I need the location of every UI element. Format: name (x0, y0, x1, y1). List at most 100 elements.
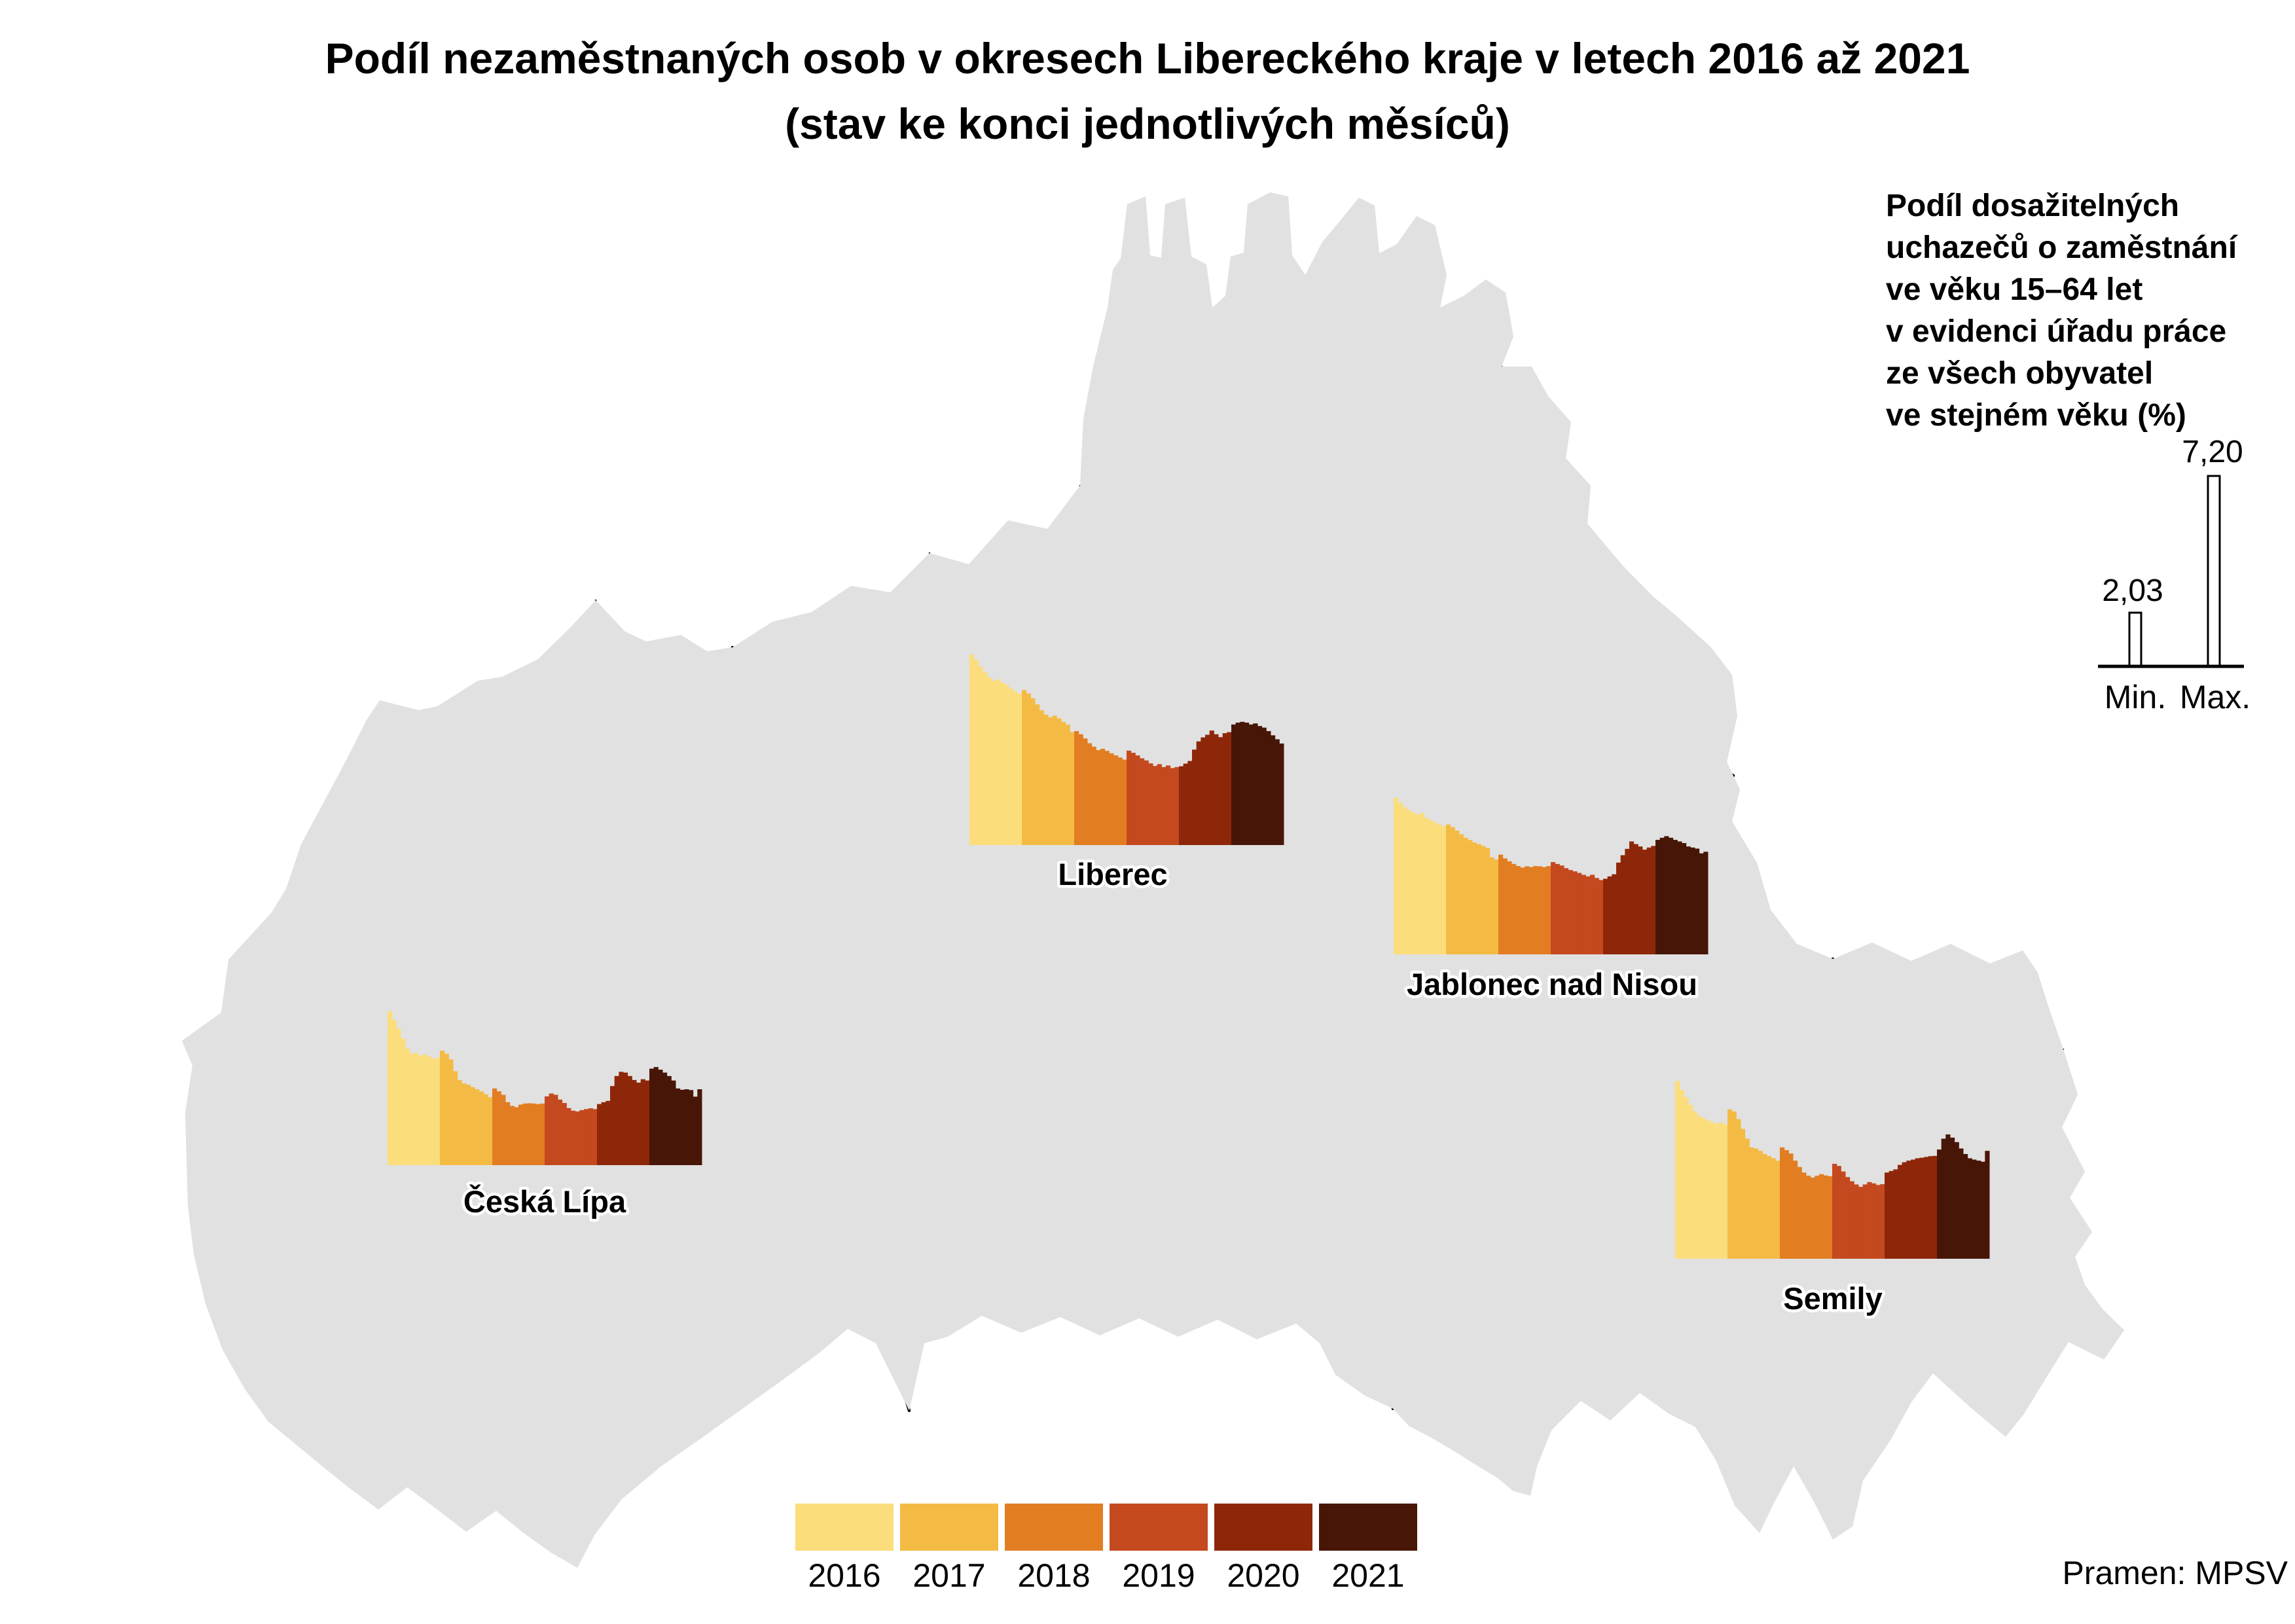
bar-liberec-39 (1135, 755, 1140, 845)
bar-semily-69 (1972, 1159, 1977, 1259)
bar-semily-15 (1736, 1119, 1741, 1259)
bar-jablonec-71 (1699, 853, 1704, 954)
bar-jablonec-20 (1476, 844, 1481, 954)
bar-liberec-18 (1043, 714, 1049, 845)
bar-ceska-lipa-5 (405, 1048, 410, 1165)
bar-liberec-36 (1122, 759, 1127, 845)
bar-ceska-lipa-29 (509, 1106, 515, 1165)
bar-jablonec-40 (1564, 868, 1569, 954)
bar-semily-21 (1762, 1154, 1767, 1259)
bar-jablonec-39 (1559, 865, 1564, 954)
bar-liberec-65 (1248, 724, 1254, 845)
bar-ceska-lipa-30 (514, 1107, 519, 1165)
note-line-3: ve věku 15–64 let (1886, 272, 2142, 307)
bar-jablonec-47 (1594, 878, 1599, 954)
bar-liberec-8 (1000, 682, 1005, 845)
bar-semily-70 (1976, 1161, 1981, 1259)
bar-semily-29 (1797, 1166, 1802, 1259)
bar-jablonec-42 (1572, 871, 1578, 954)
bar-liberec-37 (1127, 750, 1132, 845)
scale-legend: 2,03 7,20 Min. Max. (2098, 435, 2250, 715)
bar-jablonec-22 (1485, 848, 1491, 954)
bar-semily-49 (1885, 1172, 1890, 1259)
bar-semily-5 (1692, 1111, 1697, 1259)
bar-jablonec-29 (1515, 866, 1521, 954)
bar-liberec-11 (1013, 691, 1018, 845)
bar-jablonec-69 (1690, 847, 1695, 954)
bar-semily-26 (1784, 1149, 1789, 1259)
bar-semily-22 (1767, 1156, 1772, 1259)
bar-liberec-4 (983, 672, 988, 845)
bar-ceska-lipa-51 (605, 1100, 611, 1165)
bar-semily-23 (1771, 1158, 1776, 1259)
bar-ceska-lipa-19 (466, 1085, 471, 1165)
year-label-2020: 2020 (1227, 1557, 1299, 1594)
bar-semily-9 (1710, 1122, 1715, 1259)
bar-liberec-66 (1253, 723, 1258, 845)
bar-semily-32 (1810, 1177, 1815, 1259)
bar-liberec-29 (1091, 746, 1096, 845)
bar-jablonec-32 (1528, 867, 1534, 954)
bar-liberec-67 (1257, 726, 1263, 845)
bar-ceska-lipa-46 (584, 1109, 589, 1165)
scale-min-label: Min. (2105, 679, 2166, 715)
bar-semily-64 (1950, 1137, 1955, 1259)
bar-semily-11 (1718, 1122, 1724, 1259)
bar-ceska-lipa-59 (640, 1079, 645, 1165)
bar-jablonec-7 (1420, 813, 1425, 954)
bar-ceska-lipa-42 (566, 1108, 571, 1165)
bar-ceska-lipa-18 (461, 1083, 467, 1165)
bar-semily-40 (1845, 1177, 1851, 1259)
bar-liberec-31 (1100, 748, 1106, 845)
bar-ceska-lipa-68 (679, 1089, 685, 1165)
bar-ceska-lipa-9 (422, 1054, 427, 1165)
bar-liberec-32 (1104, 751, 1110, 845)
district-label-semily: Semily (1783, 1281, 1883, 1316)
bar-jablonec-8 (1424, 818, 1429, 954)
bar-jablonec-11 (1437, 824, 1442, 954)
bar-ceska-lipa-49 (597, 1104, 602, 1165)
bar-jablonec-1 (1394, 797, 1399, 954)
bar-liberec-55 (1205, 734, 1210, 845)
bar-ceska-lipa-22 (479, 1091, 484, 1165)
bar-semily-28 (1793, 1161, 1798, 1259)
bar-jablonec-21 (1481, 846, 1486, 954)
bar-semily-55 (1911, 1159, 1916, 1259)
bar-ceska-lipa-43 (571, 1110, 576, 1165)
bar-liberec-53 (1196, 741, 1201, 845)
bar-liberec-42 (1148, 763, 1153, 845)
bar-semily-63 (1945, 1134, 1951, 1259)
bar-ceska-lipa-50 (601, 1102, 606, 1165)
year-swatch-2016 (795, 1504, 894, 1551)
bar-jablonec-26 (1502, 858, 1508, 954)
bar-ceska-lipa-45 (579, 1110, 585, 1165)
bar-ceska-lipa-2 (391, 1020, 397, 1165)
year-label-2016: 2016 (808, 1557, 880, 1594)
bar-liberec-19 (1048, 717, 1053, 845)
bar-ceska-lipa-11 (431, 1058, 436, 1165)
bar-jablonec-23 (1489, 857, 1494, 954)
bar-liberec-12 (1017, 693, 1022, 845)
bar-ceska-lipa-63 (658, 1070, 663, 1165)
bar-jablonec-61 (1655, 840, 1661, 954)
bar-semily-54 (1906, 1161, 1911, 1259)
bar-liberec-21 (1057, 718, 1062, 845)
bar-liberec-59 (1222, 733, 1227, 845)
bar-liberec-17 (1039, 710, 1044, 845)
bar-semily-36 (1828, 1176, 1833, 1259)
bar-jablonec-50 (1607, 876, 1612, 954)
bar-jablonec-13 (1446, 824, 1451, 954)
bar-liberec-43 (1153, 766, 1158, 845)
bar-semily-20 (1758, 1151, 1763, 1259)
bar-semily-47 (1875, 1185, 1881, 1259)
bar-jablonec-18 (1468, 840, 1473, 954)
bar-ceska-lipa-58 (636, 1082, 642, 1165)
bar-jablonec-34 (1538, 866, 1543, 954)
note-line-5: ze všech obyvatel (1886, 356, 2153, 391)
bar-liberec-6 (991, 681, 996, 845)
bar-liberec-64 (1244, 722, 1250, 845)
bar-liberec-46 (1166, 765, 1171, 845)
bar-ceska-lipa-7 (414, 1053, 419, 1165)
bar-semily-39 (1841, 1171, 1846, 1259)
bar-jablonec-15 (1455, 830, 1460, 954)
